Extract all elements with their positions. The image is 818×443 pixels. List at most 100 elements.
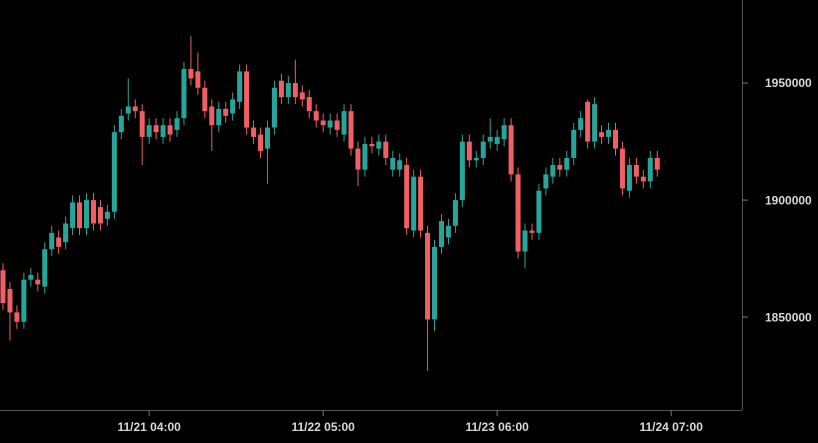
candle-body (355, 148, 361, 170)
candle-body (550, 164, 556, 177)
candle-body (362, 143, 368, 170)
candle-body (445, 225, 451, 238)
candle-body (167, 125, 173, 135)
candle-body (543, 174, 549, 189)
candle-body (487, 136, 493, 142)
candle-body (0, 270, 6, 304)
candle-body (369, 143, 375, 147)
candle-body (619, 148, 625, 189)
candle-body (341, 111, 347, 135)
candle-body (473, 157, 479, 161)
candle-body (411, 176, 417, 231)
candle-body (571, 129, 577, 158)
x-tick-label: 11/24 07:00 (639, 420, 703, 434)
candle-body (63, 223, 69, 243)
x-tick-label: 11/23 06:00 (465, 420, 529, 434)
candle-body (251, 127, 257, 137)
y-tick-label: 1850000 (765, 310, 812, 324)
candle-body (160, 125, 166, 137)
candle-body (118, 115, 124, 133)
candle-body (216, 108, 222, 126)
candle-body (111, 132, 117, 212)
candle-body (654, 157, 660, 170)
candle-body (97, 207, 103, 224)
candle-body (536, 190, 542, 233)
candle-body (626, 164, 632, 191)
candle-body (383, 141, 389, 158)
candle-body (564, 157, 570, 170)
candle-body (146, 125, 152, 137)
candle-body (612, 129, 618, 149)
x-tick-label: 11/21 04:00 (117, 420, 181, 434)
candle-body (606, 129, 612, 137)
candle-body (404, 164, 410, 229)
candle-body (271, 87, 277, 128)
candle-body (104, 211, 110, 219)
candle-body (585, 101, 591, 142)
candle-body (306, 97, 312, 112)
candle-body (599, 132, 605, 137)
candle-body (35, 279, 41, 285)
candle-body (633, 164, 639, 177)
y-tick-label: 1900000 (765, 193, 812, 207)
candle-body (313, 111, 319, 121)
candle-body (21, 279, 27, 322)
candle-body (320, 120, 326, 126)
candle-body (278, 80, 284, 98)
candle-body (181, 69, 187, 119)
candle-body (230, 99, 236, 114)
candle-body (188, 69, 194, 79)
candle-body (49, 232, 55, 250)
candle-body (285, 83, 291, 98)
candle-body (592, 104, 598, 142)
candle-body (14, 312, 20, 322)
candle-body (640, 176, 646, 182)
candle-body (557, 164, 563, 170)
candle-body (438, 221, 444, 247)
candle-body (90, 200, 96, 224)
candle-body (348, 111, 354, 149)
candle-body (578, 118, 584, 130)
candle-body (425, 232, 431, 320)
candle-body (28, 274, 34, 280)
candle-body (508, 125, 514, 175)
candle-body (70, 202, 76, 229)
x-tick-label: 11/22 05:00 (291, 420, 355, 434)
candle-body (132, 106, 138, 112)
candle-body (515, 174, 521, 252)
candle-body (647, 157, 653, 182)
candle-body (397, 160, 403, 170)
candle-body (153, 125, 159, 133)
candle-body (334, 120, 340, 130)
candle-body (42, 249, 48, 287)
candle-body (418, 176, 424, 231)
candle-body (529, 230, 535, 233)
candle-body (264, 127, 270, 149)
candle-body (125, 106, 131, 114)
candle-body (501, 125, 507, 140)
candle-body (209, 106, 215, 126)
candle-body (459, 141, 465, 201)
candle-body (77, 202, 83, 229)
candle-body (7, 289, 13, 313)
y-tick-label: 1950000 (765, 76, 812, 90)
candle-body (56, 237, 62, 247)
candle-body (139, 111, 145, 137)
candle-body (237, 71, 243, 102)
candle-body (390, 157, 396, 170)
candle-body (244, 71, 250, 128)
candle-body (258, 134, 264, 151)
candle-body (480, 141, 486, 158)
candle-body (292, 83, 298, 98)
candle-body (376, 141, 382, 149)
candle-body (195, 71, 201, 88)
candle-body (466, 141, 472, 161)
candle-body (299, 92, 305, 100)
candle-body (327, 120, 333, 128)
candle-body (84, 200, 90, 229)
candle-body (522, 230, 528, 252)
candle-body (174, 118, 180, 130)
candle-body (202, 87, 208, 112)
candle-body (494, 136, 500, 144)
